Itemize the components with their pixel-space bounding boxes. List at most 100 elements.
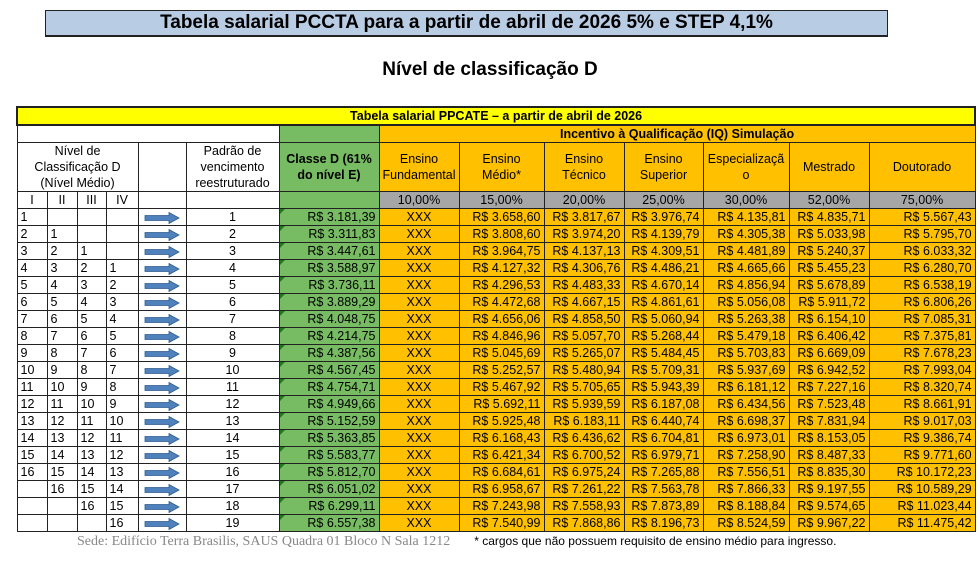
level-cell: 12 [46, 412, 78, 430]
footnote: * cargos que não possuem requisito de en… [474, 534, 837, 548]
iq-value: R$ 6.979,71 [623, 446, 704, 464]
iq-value: R$ 4.858,50 [543, 310, 625, 328]
iq-value: XXX [378, 514, 460, 532]
arrow-cell [137, 208, 187, 226]
classe-value: R$ 4.387,56 [278, 344, 380, 362]
iq-value: R$ 5.479,18 [702, 327, 790, 345]
padrao-cell: 17 [185, 480, 280, 498]
iq-value: XXX [378, 429, 460, 447]
level-cell: 3 [16, 242, 48, 260]
level-cell [105, 208, 139, 226]
level-cell: 3 [76, 276, 107, 294]
iq-value: R$ 6.975,24 [543, 463, 625, 481]
padrao-cell: 16 [185, 463, 280, 481]
iq-value: R$ 6.684,61 [458, 463, 545, 481]
iq-value: R$ 6.436,62 [543, 429, 625, 447]
table-row: 3 2 1 3 R$ 3.447,61 XXX R$ 3.964,75 R$ 4.137,13… [16, 242, 976, 260]
level-cell: 14 [16, 429, 48, 447]
arrow-cell [137, 412, 187, 430]
iq-value: R$ 6.033,32 [868, 242, 976, 260]
level-cell: 8 [105, 378, 139, 396]
classe-value: R$ 3.736,11 [278, 276, 380, 294]
classe-blank-cell [278, 124, 380, 143]
classe-value: R$ 5.812,70 [278, 463, 380, 481]
iq-value: R$ 5.455,23 [788, 259, 870, 277]
level-cell: 7 [46, 327, 78, 345]
iq-value: R$ 7.558,93 [543, 497, 625, 515]
arrow-cell [137, 480, 187, 498]
right-arrow-icon [144, 381, 180, 394]
right-arrow-icon [144, 517, 180, 530]
iq-value: R$ 3.658,60 [458, 208, 545, 226]
padrao-cell: 7 [185, 310, 280, 328]
iq-column-header: Doutorado [868, 142, 976, 192]
iq-value: R$ 5.033,98 [788, 225, 870, 243]
level-cell: 15 [16, 446, 48, 464]
level-cell [16, 497, 48, 515]
level-cell: 4 [16, 259, 48, 277]
iq-value: XXX [378, 276, 460, 294]
classe-value: R$ 3.447,61 [278, 242, 380, 260]
iq-value: R$ 7.523,48 [788, 395, 870, 413]
table-row: 8 7 6 5 8 R$ 4.214,75 XXX R$ 4.846,96 R$ 5.057,7… [16, 327, 976, 345]
right-arrow-icon [144, 330, 180, 343]
level-cell: 8 [46, 344, 78, 362]
iq-value: R$ 8.196,73 [623, 514, 704, 532]
iq-value: R$ 9.771,60 [868, 446, 976, 464]
iq-percentage: 25,00% [623, 191, 704, 209]
level-cell: 1 [105, 259, 139, 277]
classe-value: R$ 4.214,75 [278, 327, 380, 345]
iq-value: R$ 4.306,76 [543, 259, 625, 277]
classe-header: Classe D (61% do nível E) [278, 142, 380, 192]
iq-value: R$ 9.386,74 [868, 429, 976, 447]
iq-value: R$ 4.665,66 [702, 259, 790, 277]
padrao-cell: 10 [185, 361, 280, 379]
iq-value: R$ 6.698,37 [702, 412, 790, 430]
background-address-text: Sede: Edifício Terra Brasilis, SAUS Quad… [77, 534, 451, 549]
level-cell: 4 [76, 293, 107, 311]
level-cell: 6 [76, 327, 107, 345]
level-cell [46, 514, 78, 532]
table-row: 14 13 12 11 14 R$ 5.363,85 XXX R$ 6.168,43 R$ 6.… [16, 429, 976, 447]
level-cell [46, 208, 78, 226]
level-cell: 8 [76, 361, 107, 379]
level-cell: 2 [16, 225, 48, 243]
iq-percentage: 52,00% [788, 191, 870, 209]
classe-value: R$ 3.311,83 [278, 225, 380, 243]
right-arrow-icon [144, 228, 180, 241]
iq-value: XXX [378, 293, 460, 311]
classe-value: R$ 4.567,45 [278, 361, 380, 379]
padrao-cell: 18 [185, 497, 280, 515]
iq-value: R$ 7.540,99 [458, 514, 545, 532]
table-row: 16 15 14 13 16 R$ 5.812,70 XXX R$ 6.684,61 R$ 6.… [16, 463, 976, 481]
level-cell: 16 [46, 480, 78, 498]
iq-value: R$ 9.574,65 [788, 497, 870, 515]
iq-value: R$ 3.974,20 [543, 225, 625, 243]
level-cell: 9 [46, 361, 78, 379]
iq-value: R$ 4.472,68 [458, 293, 545, 311]
level-cell: 3 [105, 293, 139, 311]
level-cell: 13 [76, 446, 107, 464]
classe-value: R$ 6.557,38 [278, 514, 380, 532]
salary-table: Tabela salarial PPCATE – a partir de abr… [15, 106, 977, 551]
right-arrow-icon [144, 364, 180, 377]
iq-value: R$ 6.434,56 [702, 395, 790, 413]
iq-percentage: 15,00% [458, 191, 545, 209]
iq-value: R$ 9.017,03 [868, 412, 976, 430]
iq-value: R$ 5.252,57 [458, 361, 545, 379]
padrao-cell: 13 [185, 412, 280, 430]
classe-value: R$ 3.588,97 [278, 259, 380, 277]
iq-value: R$ 7.265,88 [623, 463, 704, 481]
level-cell: 4 [105, 310, 139, 328]
right-arrow-icon [144, 313, 180, 326]
level-cell: 14 [76, 463, 107, 481]
arrow-cell [137, 378, 187, 396]
iq-value: R$ 6.154,10 [788, 310, 870, 328]
classe-value: R$ 3.181,39 [278, 208, 380, 226]
table-row: 13 12 11 10 13 R$ 5.152,59 XXX R$ 5.925,48 R$ 6.… [16, 412, 976, 430]
iq-value: R$ 7.866,33 [702, 480, 790, 498]
right-arrow-icon [144, 262, 180, 275]
level-cell: 8 [16, 327, 48, 345]
level-cell: 12 [16, 395, 48, 413]
iq-value: R$ 7.556,51 [702, 463, 790, 481]
